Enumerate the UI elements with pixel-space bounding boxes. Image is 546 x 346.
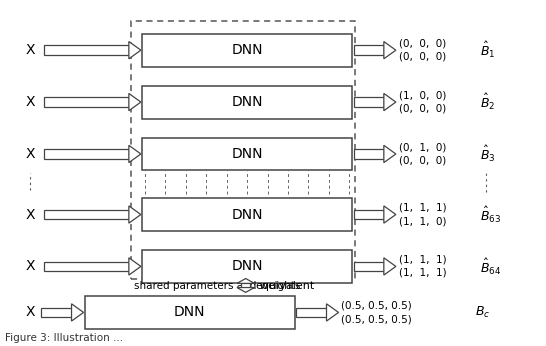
Polygon shape: [129, 258, 141, 275]
Polygon shape: [354, 97, 384, 107]
Text: DNN: DNN: [232, 260, 263, 273]
Polygon shape: [384, 42, 396, 59]
Bar: [131, 21, 355, 279]
Text: $\hat{B}_{64}$: $\hat{B}_{64}$: [480, 256, 502, 276]
Text: (0.5, 0.5, 0.5): (0.5, 0.5, 0.5): [341, 301, 412, 311]
Polygon shape: [72, 304, 84, 321]
Bar: [142, 137, 352, 170]
Text: $\hat{B}_{63}$: $\hat{B}_{63}$: [480, 204, 502, 225]
Text: DNN: DNN: [232, 95, 263, 109]
Polygon shape: [129, 93, 141, 111]
Text: DNN: DNN: [232, 208, 263, 221]
Text: (0,  0,  0): (0, 0, 0): [399, 39, 446, 48]
Polygon shape: [354, 45, 384, 55]
Polygon shape: [44, 149, 129, 159]
Polygon shape: [237, 279, 254, 283]
Text: DNN: DNN: [232, 43, 263, 57]
Bar: [142, 250, 352, 283]
Polygon shape: [296, 308, 327, 317]
Text: X: X: [25, 306, 35, 319]
Polygon shape: [384, 145, 396, 163]
Text: (0.5, 0.5, 0.5): (0.5, 0.5, 0.5): [341, 314, 412, 324]
Text: (1,  1,  0): (1, 1, 0): [399, 216, 446, 226]
Polygon shape: [44, 262, 129, 271]
Text: Figure 3: Illustration ...: Figure 3: Illustration ...: [5, 334, 123, 343]
Text: (0,  1,  0): (0, 1, 0): [399, 143, 446, 152]
Polygon shape: [354, 149, 384, 159]
Polygon shape: [44, 97, 129, 107]
Polygon shape: [129, 206, 141, 223]
Text: $\hat{B}_1$: $\hat{B}_1$: [480, 40, 496, 60]
Text: (1,  1,  1): (1, 1, 1): [399, 203, 446, 213]
Polygon shape: [241, 283, 250, 288]
Polygon shape: [237, 288, 254, 292]
Bar: [142, 86, 352, 118]
Polygon shape: [384, 206, 396, 223]
Polygon shape: [327, 304, 339, 321]
Text: X: X: [25, 208, 35, 221]
Text: $B_c$: $B_c$: [475, 305, 490, 320]
Text: (0,  0,  0): (0, 0, 0): [399, 104, 446, 113]
Polygon shape: [44, 210, 129, 219]
Polygon shape: [354, 210, 384, 219]
Polygon shape: [129, 42, 141, 59]
Polygon shape: [129, 145, 141, 163]
Bar: [85, 296, 295, 329]
Bar: [142, 34, 352, 67]
Text: X: X: [25, 147, 35, 161]
Polygon shape: [384, 93, 396, 111]
Bar: [142, 198, 352, 231]
Text: shared parameters and weights: shared parameters and weights: [134, 281, 300, 291]
Text: (1,  0,  0): (1, 0, 0): [399, 91, 446, 100]
Text: X: X: [25, 260, 35, 273]
Polygon shape: [44, 45, 129, 55]
Text: equivalent: equivalent: [256, 282, 315, 291]
Text: $\hat{B}_3$: $\hat{B}_3$: [480, 144, 496, 164]
Text: (1,  1,  1): (1, 1, 1): [399, 268, 446, 278]
Polygon shape: [354, 262, 384, 271]
Text: DNN: DNN: [174, 305, 205, 319]
Text: (1,  1,  1): (1, 1, 1): [399, 255, 446, 265]
Text: (0,  0,  0): (0, 0, 0): [399, 156, 446, 165]
Text: $\hat{B}_2$: $\hat{B}_2$: [480, 92, 496, 112]
Polygon shape: [41, 308, 72, 317]
Text: X: X: [25, 95, 35, 109]
Polygon shape: [384, 258, 396, 275]
Text: (0,  0,  0): (0, 0, 0): [399, 52, 446, 62]
Text: X: X: [25, 43, 35, 57]
Text: DNN: DNN: [232, 147, 263, 161]
